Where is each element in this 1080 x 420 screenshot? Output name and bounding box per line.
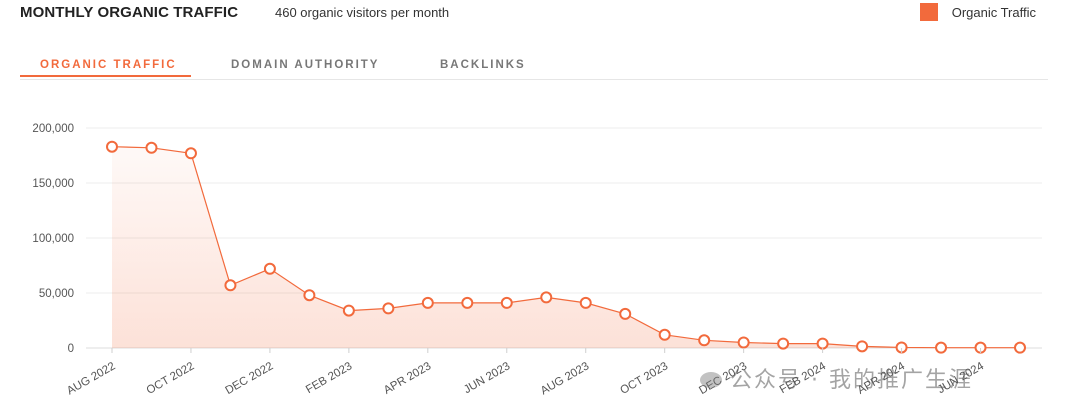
tab-backlinks[interactable]: BACKLINKS [440, 59, 526, 71]
data-point [777, 337, 790, 350]
y-tick-label: 200,000 [32, 123, 74, 135]
x-tick-label: OCT 2023 [618, 360, 670, 397]
data-point [382, 302, 395, 315]
x-tick-label: JUN 2023 [462, 360, 512, 396]
data-point [342, 304, 355, 317]
wechat-icon [700, 372, 722, 388]
x-tick-label: FEB 2023 [304, 360, 354, 396]
data-point [974, 341, 987, 354]
data-point [698, 334, 711, 347]
data-point [540, 291, 553, 304]
tab-domain-authority[interactable]: DOMAIN AUTHORITY [231, 59, 380, 71]
x-tick-label: DEC 2022 [223, 360, 275, 397]
legend-label: Organic Traffic [951, 4, 1036, 20]
active-tab-indicator [20, 75, 191, 77]
data-point [1014, 341, 1026, 354]
data-point [658, 328, 671, 341]
data-point [935, 341, 948, 354]
page-title: MONTHLY ORGANIC TRAFFIC [20, 4, 239, 21]
traffic-area [112, 146, 1020, 348]
data-point [224, 279, 237, 292]
data-point [737, 336, 750, 349]
data-point [184, 147, 197, 160]
watermark-text: 公众号 · 我的推广生涯 [730, 368, 973, 393]
legend: Organic Traffic [919, 3, 1036, 21]
data-point [619, 307, 632, 320]
data-point [421, 296, 434, 309]
x-tick-label: AUG 2023 [539, 360, 592, 397]
y-tick-label: 100,000 [32, 233, 74, 245]
watermark: 公众号 · 我的推广生涯 [700, 362, 973, 394]
data-point [263, 262, 276, 275]
visitor-summary: 460 organic visitors per month [275, 5, 450, 20]
x-tick-label: APR 2023 [382, 360, 433, 397]
data-point [579, 296, 592, 309]
chart-header: MONTHLY ORGANIC TRAFFIC 460 organic visi… [0, 0, 1080, 30]
data-point [816, 337, 829, 350]
data-point [500, 296, 513, 309]
x-tick-label: OCT 2022 [145, 360, 197, 397]
x-tick-label: AUG 2022 [65, 360, 118, 397]
data-point [145, 141, 158, 154]
tab-organic-traffic[interactable]: ORGANIC TRAFFIC [40, 59, 177, 71]
y-tick-label: 150,000 [32, 178, 74, 190]
y-tick-label: 0 [68, 343, 74, 355]
traffic-line [111, 146, 1020, 349]
metric-tabs: ORGANIC TRAFFIC DOMAIN AUTHORITY BACKLIN… [20, 57, 1048, 80]
data-point [106, 140, 118, 153]
data-point [461, 296, 474, 309]
data-point [895, 341, 908, 354]
data-point [303, 289, 316, 302]
y-tick-label: 50,000 [39, 288, 74, 300]
data-point [856, 340, 869, 353]
legend-swatch [919, 3, 938, 21]
